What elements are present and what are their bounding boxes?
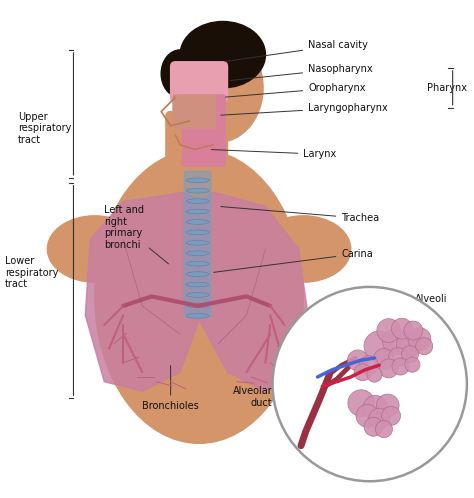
Circle shape [354,364,371,381]
Circle shape [347,350,368,371]
Circle shape [416,338,433,355]
Circle shape [389,348,408,367]
Text: Lower
respiratory
tract: Lower respiratory tract [5,256,58,289]
Ellipse shape [186,282,209,287]
Circle shape [369,408,390,429]
Text: Alveolar
sac: Alveolar sac [301,426,374,463]
Circle shape [367,367,382,382]
Ellipse shape [186,220,209,225]
Circle shape [356,404,379,427]
Ellipse shape [161,50,199,97]
Circle shape [364,331,394,362]
Circle shape [273,287,467,481]
Circle shape [377,319,401,343]
Ellipse shape [186,188,209,193]
Circle shape [379,359,398,378]
Ellipse shape [186,199,209,204]
FancyBboxPatch shape [184,171,211,317]
Ellipse shape [186,230,209,235]
Circle shape [396,333,421,357]
Ellipse shape [186,272,209,276]
Circle shape [392,318,412,339]
FancyBboxPatch shape [173,95,216,128]
Ellipse shape [186,261,209,266]
Text: Pharynx: Pharynx [427,83,467,93]
Circle shape [374,349,394,370]
Text: Alveoli: Alveoli [414,294,447,314]
Circle shape [392,358,409,375]
Ellipse shape [95,149,303,443]
Circle shape [401,346,419,363]
Circle shape [376,394,399,417]
Ellipse shape [186,293,209,297]
Text: Larynx: Larynx [211,149,337,159]
Text: Oropharynx: Oropharynx [226,83,365,97]
Text: Nasal cavity: Nasal cavity [226,40,368,61]
Ellipse shape [173,33,263,142]
Ellipse shape [186,313,209,318]
Text: Nasopharynx: Nasopharynx [230,64,373,81]
Polygon shape [199,192,308,391]
FancyBboxPatch shape [166,112,228,183]
Circle shape [348,390,374,416]
Circle shape [404,321,423,340]
Ellipse shape [186,209,209,214]
Ellipse shape [186,303,209,308]
Text: Capillary: Capillary [415,366,460,382]
Circle shape [363,395,388,420]
FancyBboxPatch shape [182,95,225,166]
Text: Left and
right
primary
bronchi: Left and right primary bronchi [104,205,168,264]
Circle shape [359,356,378,374]
Circle shape [405,357,420,372]
Circle shape [375,421,392,438]
Ellipse shape [180,21,265,88]
Circle shape [382,406,401,425]
Circle shape [383,328,409,355]
Text: Laryngopharynx: Laryngopharynx [221,103,388,115]
Text: Alveolar
duct: Alveolar duct [233,386,312,408]
Ellipse shape [186,241,209,245]
Ellipse shape [256,216,351,282]
FancyBboxPatch shape [171,62,228,102]
Text: Upper
respiratory
tract: Upper respiratory tract [18,112,72,145]
Circle shape [408,328,431,351]
Circle shape [364,417,383,436]
Ellipse shape [47,216,142,282]
Text: Bronchioles: Bronchioles [142,366,199,411]
Text: Trachea: Trachea [221,207,379,223]
Ellipse shape [186,251,209,255]
Ellipse shape [186,178,209,183]
Text: Carina: Carina [214,249,373,272]
Polygon shape [85,192,199,391]
